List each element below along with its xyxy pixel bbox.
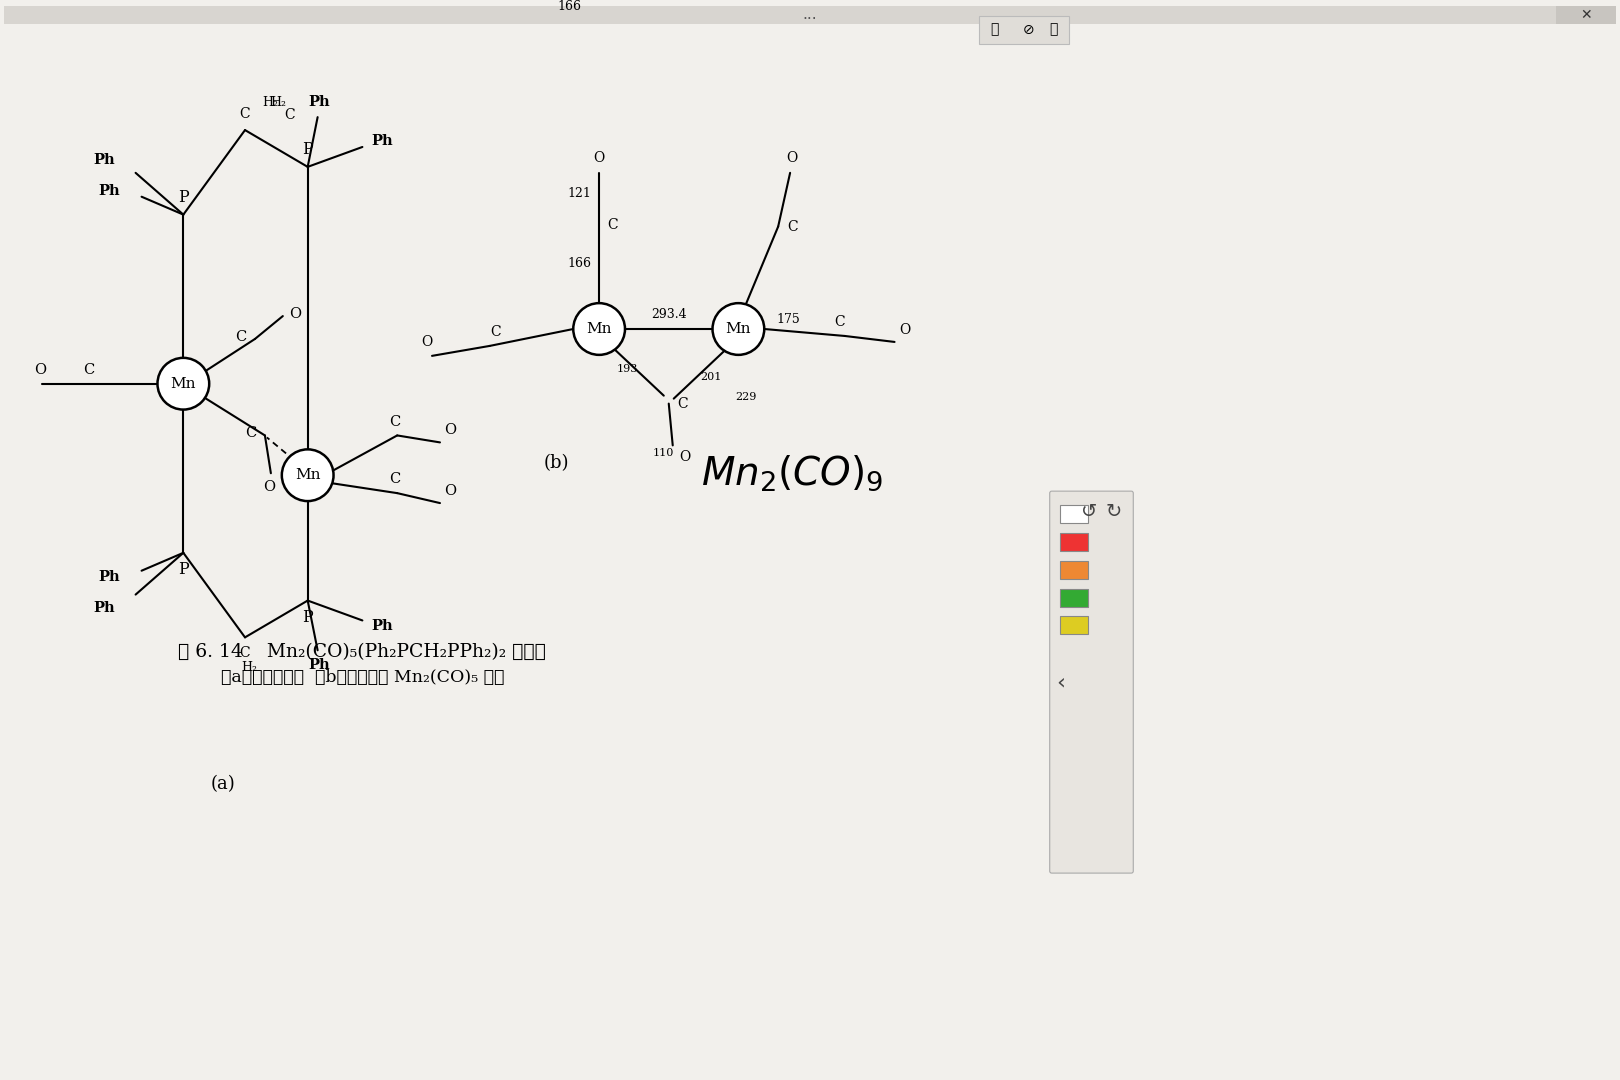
Text: P: P bbox=[303, 141, 313, 159]
Circle shape bbox=[282, 449, 334, 501]
Text: $\mathit{Mn_2(CO)_9}$: $\mathit{Mn_2(CO)_9}$ bbox=[700, 454, 883, 494]
Text: C: C bbox=[389, 415, 400, 429]
Text: C: C bbox=[245, 427, 256, 441]
Text: P: P bbox=[303, 609, 313, 626]
Text: C: C bbox=[677, 396, 688, 410]
Text: Mn: Mn bbox=[295, 469, 321, 483]
Bar bbox=[1557, 5, 1615, 24]
Text: O: O bbox=[444, 423, 455, 437]
Text: 110: 110 bbox=[653, 448, 674, 458]
Text: O: O bbox=[444, 484, 455, 498]
Bar bbox=[1059, 532, 1087, 551]
Text: H₂: H₂ bbox=[241, 661, 258, 674]
Text: 166: 166 bbox=[557, 0, 582, 13]
Text: ‹: ‹ bbox=[1056, 672, 1066, 692]
Text: （a）分子的全貌  （b）分子中的 Mn₂(CO)₅ 部分: （a）分子的全貌 （b）分子中的 Mn₂(CO)₅ 部分 bbox=[220, 669, 504, 686]
Text: O: O bbox=[679, 450, 690, 464]
Text: C: C bbox=[491, 325, 501, 339]
Text: (b): (b) bbox=[544, 455, 569, 472]
Bar bbox=[5, 5, 1615, 24]
Bar bbox=[1059, 561, 1087, 579]
Text: C: C bbox=[285, 108, 295, 122]
Text: P: P bbox=[178, 189, 188, 206]
Text: O: O bbox=[288, 307, 301, 321]
Text: C: C bbox=[787, 219, 797, 233]
Text: Ph: Ph bbox=[309, 658, 330, 672]
Text: Mn: Mn bbox=[726, 322, 752, 336]
Text: Ph: Ph bbox=[92, 153, 115, 167]
Text: Ph: Ph bbox=[371, 134, 394, 148]
Text: C: C bbox=[834, 315, 846, 329]
Text: C: C bbox=[240, 646, 251, 660]
Text: Ph: Ph bbox=[92, 600, 115, 615]
Text: H₂: H₂ bbox=[271, 96, 285, 109]
Bar bbox=[1059, 505, 1087, 523]
Text: C: C bbox=[389, 472, 400, 486]
Text: Ph: Ph bbox=[97, 184, 120, 198]
Text: C: C bbox=[83, 363, 94, 377]
Text: O: O bbox=[786, 151, 797, 165]
Text: 图 6. 14    Mn₂(CO)₅(Ph₂PCH₂PPh₂)₂ 的结构: 图 6. 14 Mn₂(CO)₅(Ph₂PCH₂PPh₂)₂ 的结构 bbox=[178, 644, 546, 661]
Circle shape bbox=[157, 357, 209, 409]
Bar bbox=[1059, 617, 1087, 634]
Text: C: C bbox=[608, 217, 619, 231]
Text: 201: 201 bbox=[700, 372, 721, 381]
Text: H₂: H₂ bbox=[262, 96, 279, 109]
Text: ⊘: ⊘ bbox=[1022, 23, 1035, 37]
Text: ↺: ↺ bbox=[1081, 501, 1098, 521]
Text: 🔖: 🔖 bbox=[990, 23, 998, 37]
Text: 166: 166 bbox=[567, 257, 591, 270]
Text: Ph: Ph bbox=[371, 620, 394, 633]
Text: ✕: ✕ bbox=[1580, 8, 1592, 22]
Text: Mn: Mn bbox=[586, 322, 612, 336]
Text: 293.4: 293.4 bbox=[651, 308, 687, 321]
Text: P: P bbox=[178, 562, 188, 578]
Text: C: C bbox=[235, 330, 246, 343]
Text: O: O bbox=[593, 151, 604, 165]
Text: Ph: Ph bbox=[97, 569, 120, 583]
Circle shape bbox=[713, 303, 765, 355]
FancyBboxPatch shape bbox=[1050, 491, 1134, 873]
Circle shape bbox=[573, 303, 625, 355]
Text: ↻: ↻ bbox=[1105, 501, 1121, 521]
Text: Mn: Mn bbox=[170, 377, 196, 391]
Text: O: O bbox=[34, 363, 45, 377]
Text: C: C bbox=[240, 107, 251, 121]
Text: 229: 229 bbox=[735, 392, 757, 402]
Text: 175: 175 bbox=[776, 312, 800, 325]
Bar bbox=[1059, 589, 1087, 607]
Text: Ph: Ph bbox=[309, 95, 330, 109]
Text: O: O bbox=[262, 481, 275, 495]
Text: ...: ... bbox=[802, 8, 818, 23]
Text: O: O bbox=[899, 323, 910, 337]
Bar bbox=[978, 16, 1069, 43]
Text: (a): (a) bbox=[211, 774, 235, 793]
Text: O: O bbox=[421, 335, 433, 349]
Text: 121: 121 bbox=[567, 187, 591, 200]
Text: ⤢: ⤢ bbox=[1050, 23, 1058, 37]
Text: 193: 193 bbox=[616, 364, 638, 374]
